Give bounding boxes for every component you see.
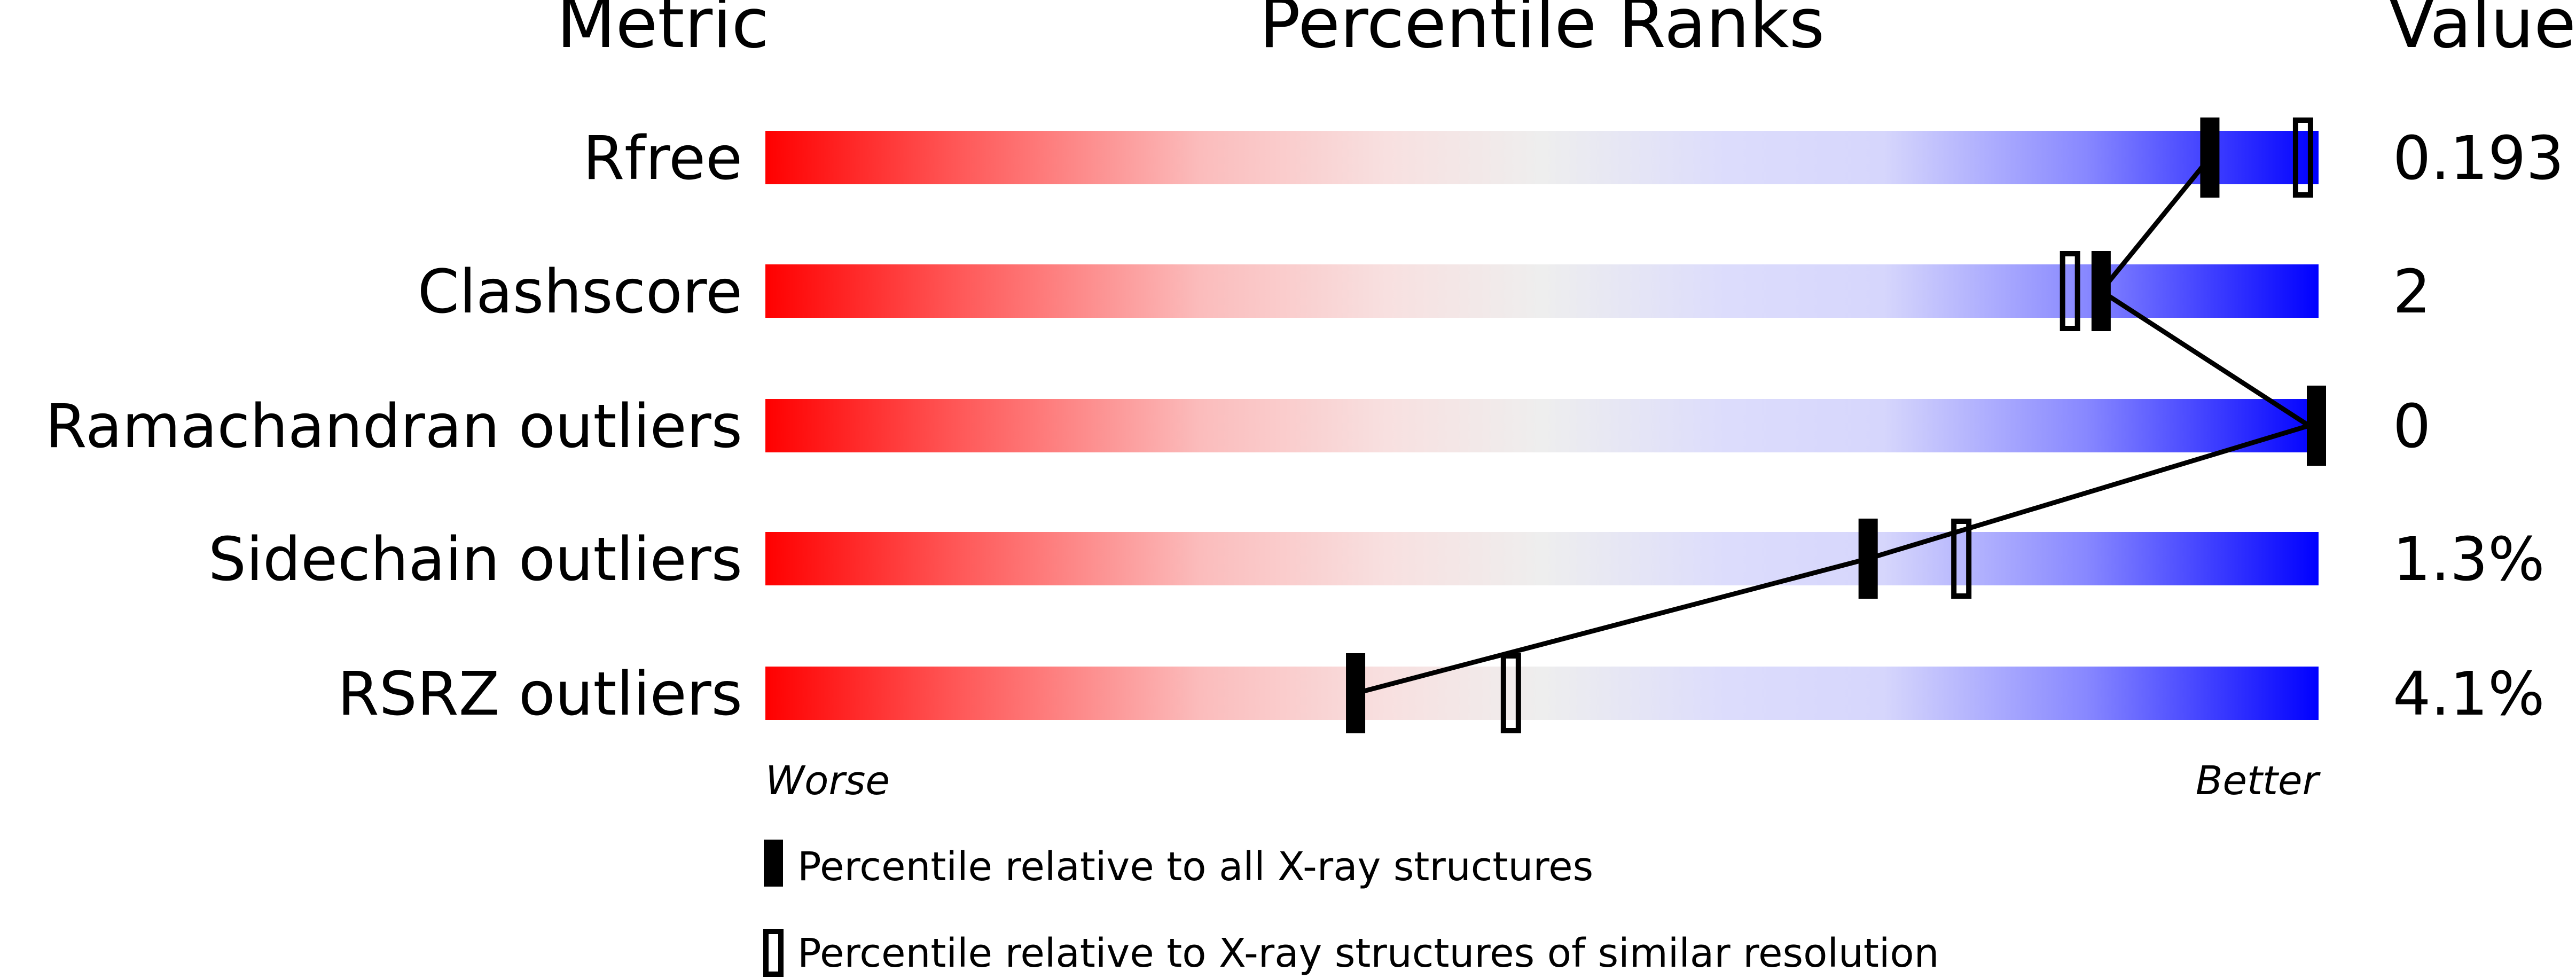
marker-all-structures — [2091, 251, 2111, 331]
metric-label: RSRZ outliers — [338, 660, 742, 729]
metric-label: Ramachandran outliers — [45, 392, 742, 461]
metric-label: Clashscore — [418, 257, 742, 327]
value-label: 2 — [2393, 257, 2431, 327]
metric-label: Sidechain outliers — [208, 525, 742, 594]
percentile-bar — [765, 264, 2319, 318]
metric-label: Rfree — [583, 124, 742, 193]
value-label: 0.193 — [2393, 124, 2564, 193]
percentile-bar — [765, 532, 2319, 585]
legend-all-label: Percentile relative to all X-ray structu… — [797, 844, 1593, 890]
marker-all-structures — [2200, 118, 2220, 198]
marker-similar-resolution — [2292, 118, 2313, 198]
marker-similar-resolution — [1500, 653, 1521, 733]
percentile-bar — [765, 399, 2319, 452]
marker-similar-resolution — [1951, 519, 1972, 599]
percentile-bar — [765, 131, 2319, 184]
axis-label-worse: Worse — [765, 758, 890, 804]
value-label: 0 — [2393, 392, 2431, 461]
legend-hollow-marker — [763, 929, 784, 977]
value-label: 4.1% — [2393, 660, 2545, 729]
marker-all-structures — [1346, 653, 1366, 733]
legend-filled-marker — [764, 840, 783, 887]
header-value: Value — [2389, 0, 2576, 64]
axis-label-better: Better — [2196, 758, 2321, 804]
header-percentile-ranks: Percentile Ranks — [1259, 0, 1825, 64]
percentile-bar — [765, 667, 2319, 720]
marker-all-structures — [2307, 386, 2326, 466]
value-label: 1.3% — [2393, 525, 2545, 594]
marker-similar-resolution — [2060, 251, 2080, 331]
marker-all-structures — [1858, 519, 1878, 599]
legend-similar-label: Percentile relative to X-ray structures … — [797, 930, 1939, 976]
header-metric: Metric — [557, 0, 769, 64]
